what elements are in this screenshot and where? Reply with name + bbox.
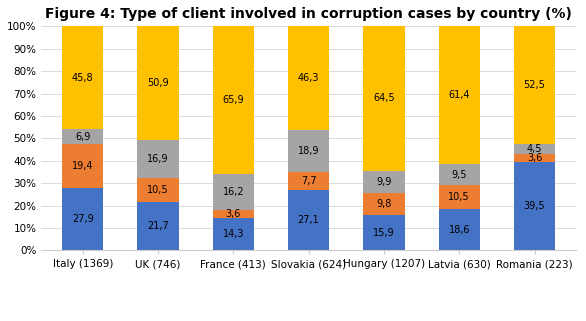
Text: 3,6: 3,6 [226,209,241,219]
Text: 46,3: 46,3 [298,73,319,83]
Bar [62,188,103,250]
Bar [363,26,404,170]
Bar [438,209,480,250]
Legend: Single, Group of actors, Institution, company, party, Not applicable: Single, Group of actors, Institution, co… [97,318,520,321]
Text: 64,5: 64,5 [373,93,395,103]
Bar [288,190,329,250]
Text: 3,6: 3,6 [527,153,542,163]
Text: 4,5: 4,5 [527,144,542,154]
Bar [514,26,555,144]
Text: 65,9: 65,9 [223,95,244,105]
Bar [438,164,480,185]
Text: 21,7: 21,7 [147,221,169,231]
Bar [514,162,555,250]
Text: 19,4: 19,4 [72,161,94,171]
Bar [62,144,103,188]
Text: 10,5: 10,5 [448,192,470,202]
Text: 9,5: 9,5 [451,169,467,179]
Text: 16,2: 16,2 [223,187,244,197]
Bar [363,193,404,215]
Bar [288,26,329,130]
Text: 18,6: 18,6 [448,224,470,235]
Bar [288,130,329,172]
Text: 14,3: 14,3 [223,230,244,239]
Bar [213,26,254,174]
Text: 7,7: 7,7 [301,176,316,186]
Bar [213,210,254,218]
Text: 9,8: 9,8 [376,199,391,209]
Bar [438,26,480,164]
Bar [363,215,404,250]
Text: 6,9: 6,9 [75,132,90,142]
Text: 16,9: 16,9 [147,154,169,164]
Bar [137,202,179,250]
Text: 52,5: 52,5 [523,80,546,90]
Bar [514,144,555,154]
Text: 50,9: 50,9 [147,78,169,88]
Bar [438,185,480,209]
Bar [363,170,404,193]
Bar [514,154,555,162]
Bar [213,174,254,210]
Title: Figure 4: Type of client involved in corruption cases by country (%): Figure 4: Type of client involved in cor… [45,7,572,21]
Text: 15,9: 15,9 [373,228,395,238]
Text: 45,8: 45,8 [72,73,94,82]
Text: 27,1: 27,1 [298,215,319,225]
Text: 10,5: 10,5 [147,185,169,195]
Bar [62,26,103,129]
Bar [137,178,179,202]
Bar [137,140,179,178]
Text: 27,9: 27,9 [72,214,94,224]
Bar [137,26,179,140]
Text: 39,5: 39,5 [524,201,546,211]
Text: 18,9: 18,9 [298,146,319,156]
Bar [288,172,329,190]
Text: 9,9: 9,9 [376,177,391,187]
Text: 61,4: 61,4 [448,90,470,100]
Bar [62,129,103,144]
Bar [213,218,254,250]
